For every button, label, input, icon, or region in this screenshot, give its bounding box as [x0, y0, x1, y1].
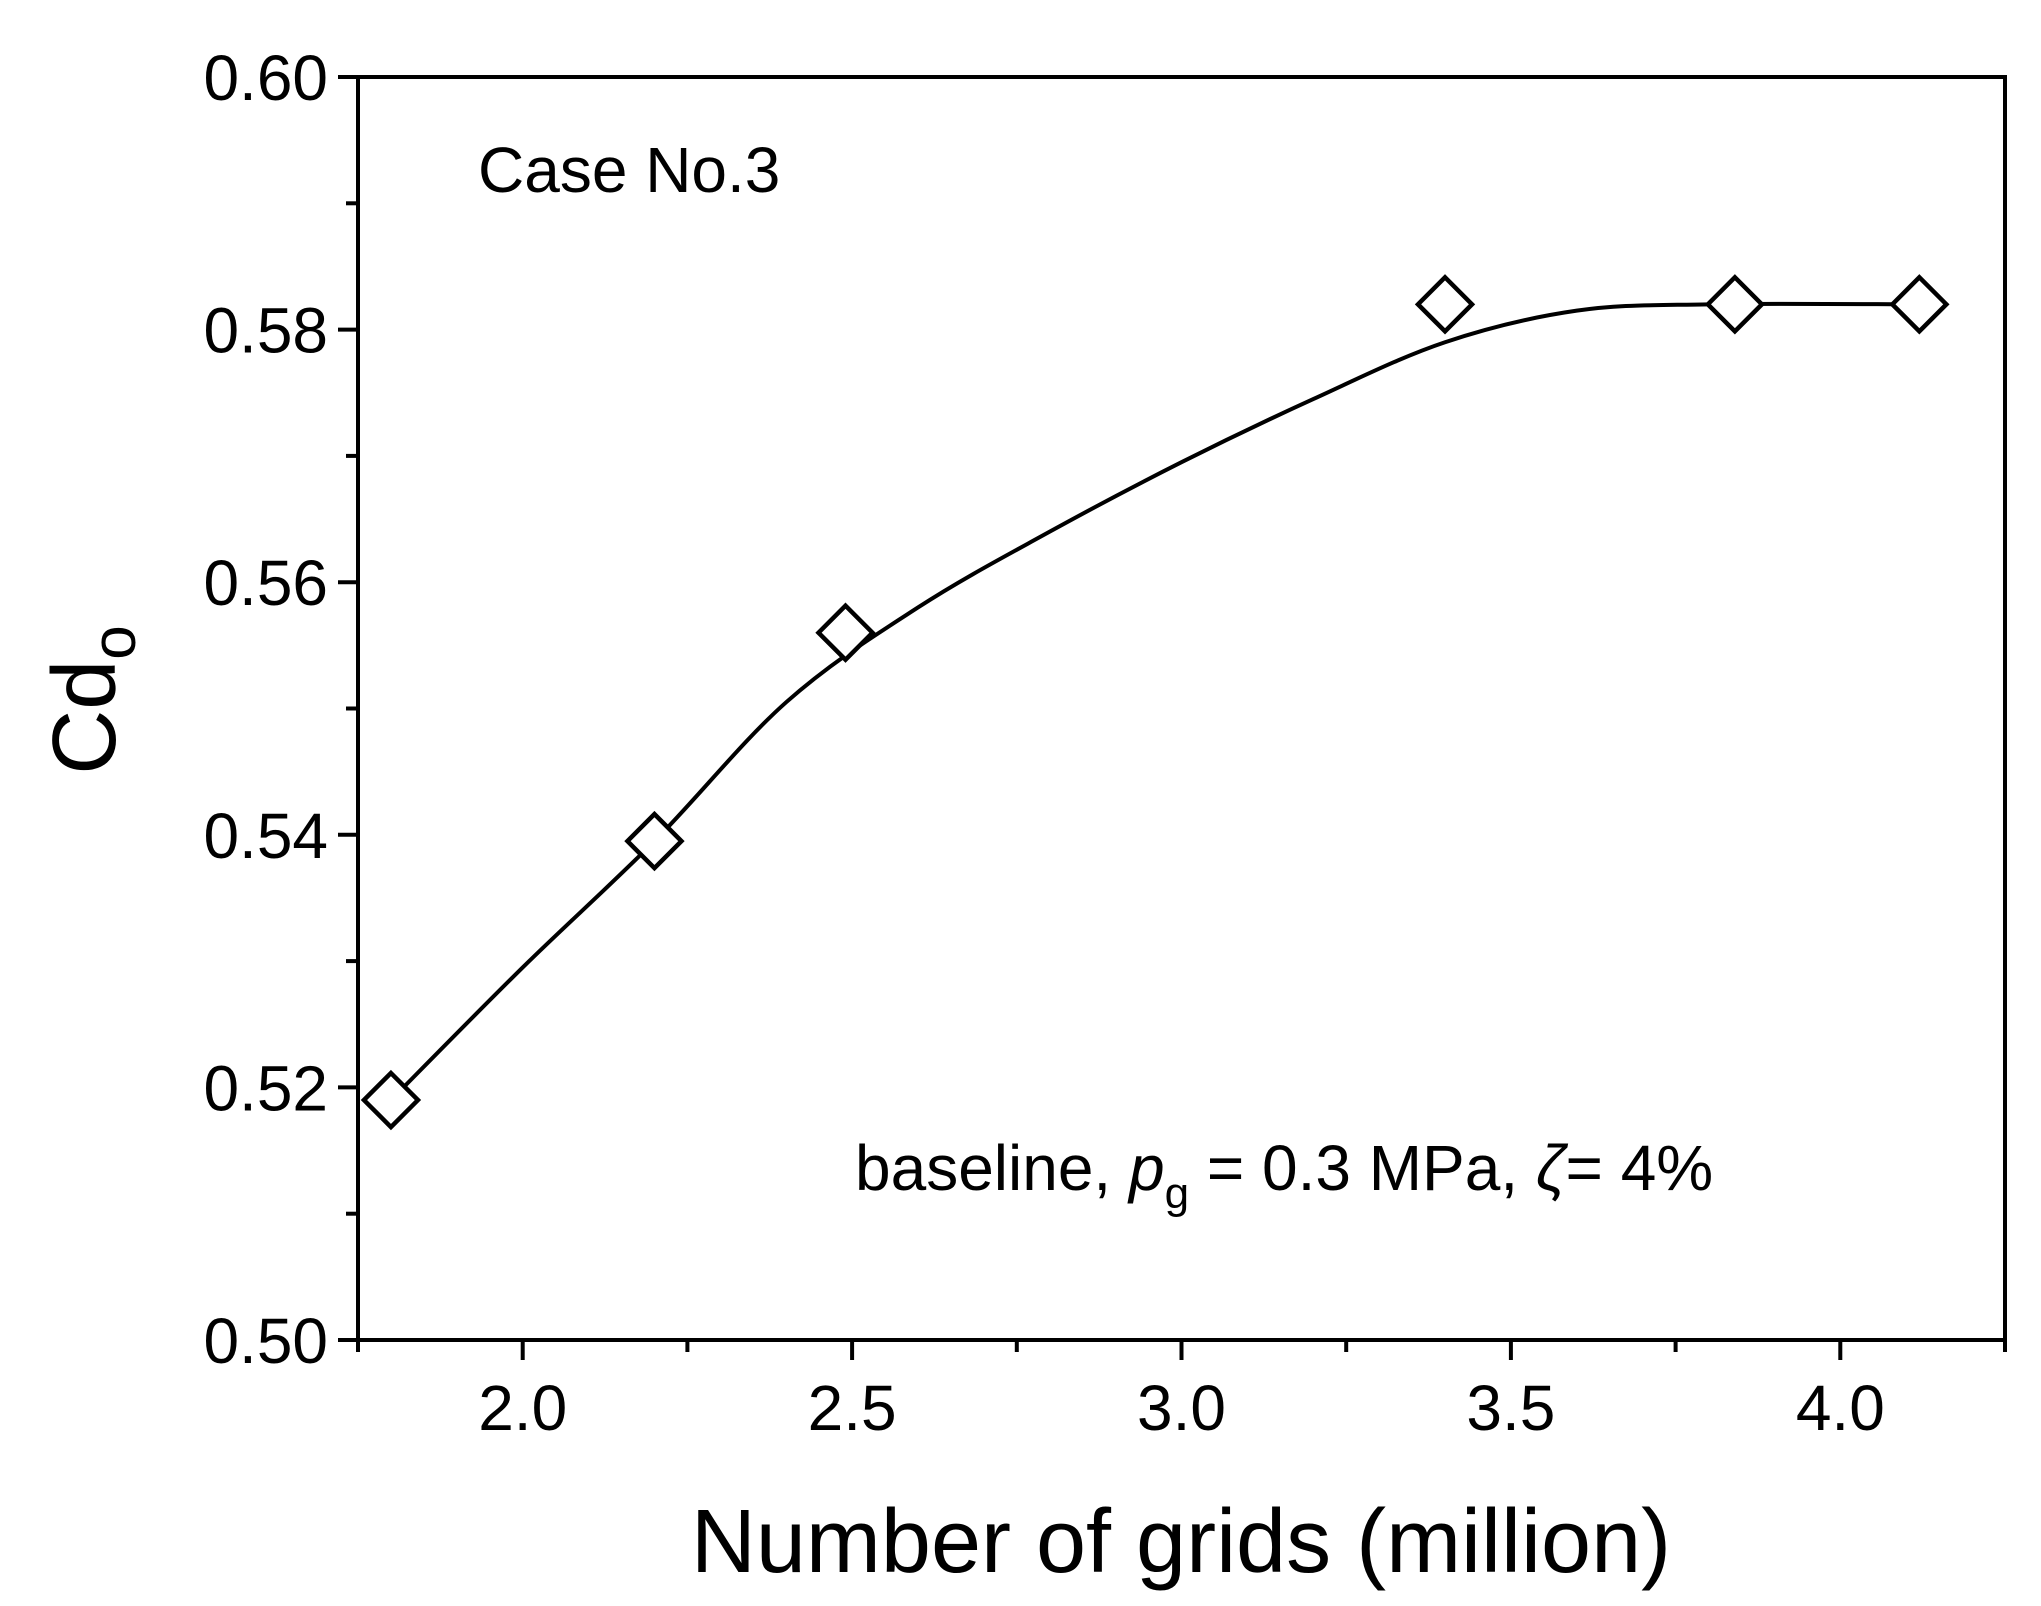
data-points	[360, 274, 1950, 1131]
x-tick-label: 3.0	[1137, 1372, 1226, 1444]
x-tick-label: 4.0	[1796, 1372, 1885, 1444]
data-point-diamond	[624, 810, 685, 872]
y-tick-label: 0.54	[203, 800, 328, 872]
x-axis-title: Number of grids (million)	[691, 1492, 1671, 1592]
y-tick-label: 0.50	[203, 1305, 328, 1377]
condition-label: baseline, pg = 0.3 MPa, ζ= 4%	[855, 1132, 1713, 1218]
y-tick-label: 0.56	[203, 547, 328, 619]
x-tick-label: 2.5	[808, 1372, 897, 1444]
data-point-diamond	[360, 1069, 422, 1131]
x-axis: 2.0 2.5 3.0 3.5 4.0	[356, 1340, 2007, 1444]
y-axis: 0.50 0.52 0.54 0.56 0.58 0.60	[203, 42, 358, 1377]
x-tick-label: 3.5	[1466, 1372, 1555, 1444]
y-tick-label: 0.58	[203, 295, 328, 367]
case-label: Case No.3	[478, 134, 780, 206]
plot-frame	[356, 75, 2007, 1342]
data-point-diamond	[1889, 274, 1950, 335]
fit-curve	[389, 301, 1920, 1102]
y-axis-title: Cdo	[35, 625, 149, 775]
plot-border	[356, 75, 2007, 1342]
y-tick-label: 0.52	[203, 1052, 328, 1124]
data-point-diamond	[1704, 274, 1766, 335]
data-point-diamond	[1414, 274, 1476, 335]
data-point-diamond	[815, 602, 876, 663]
x-tick-label: 2.0	[478, 1372, 567, 1444]
y-tick-label: 0.60	[203, 42, 328, 114]
